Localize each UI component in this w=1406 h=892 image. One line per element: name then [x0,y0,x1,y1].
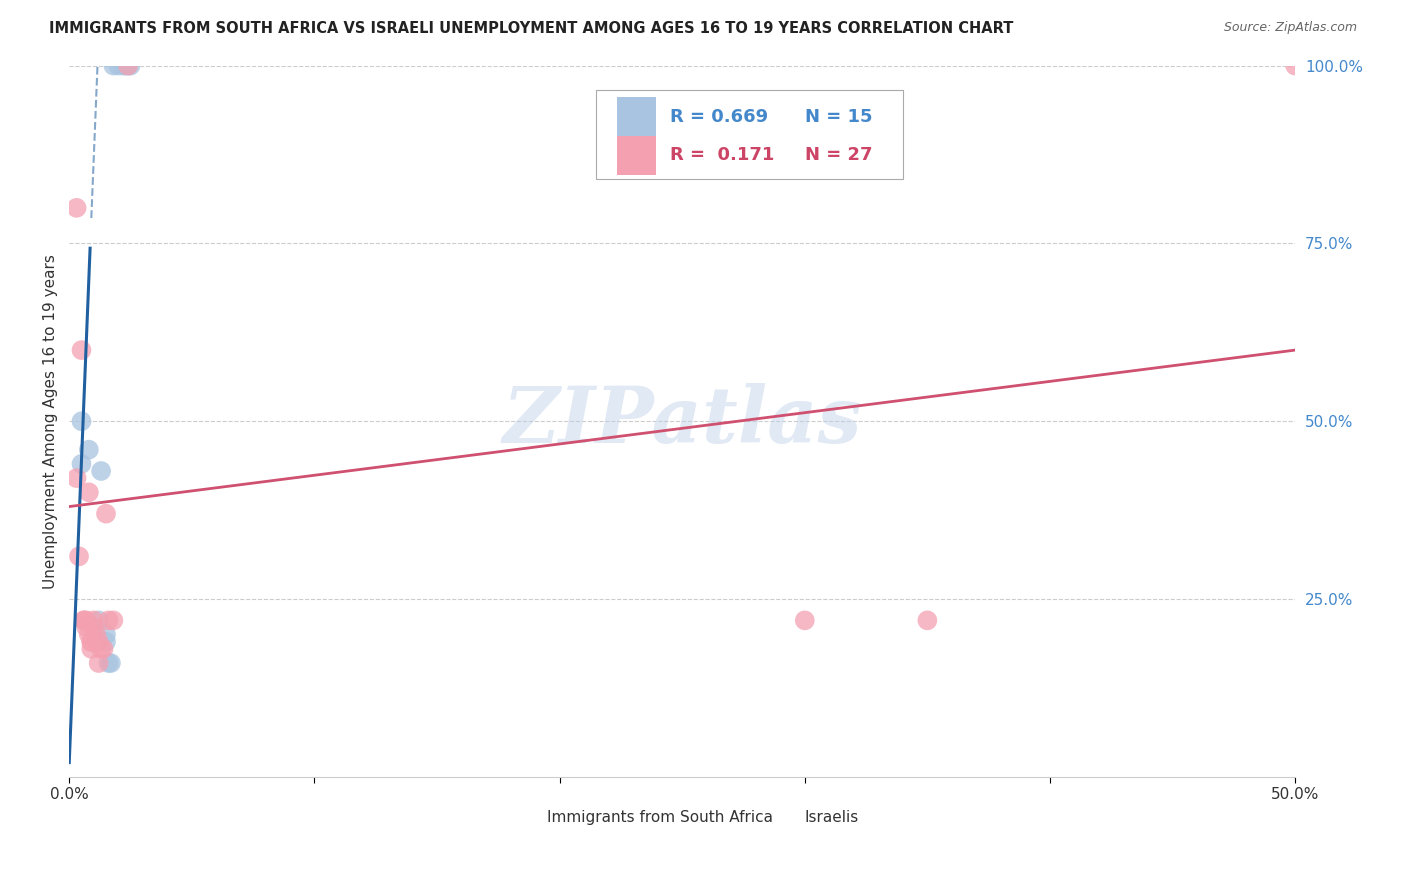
Point [103,59,125,73]
Point [117,59,139,73]
Point [70,414,93,428]
Point [80,634,103,648]
Point [77,442,100,457]
Point [94,507,117,521]
Point [83,620,105,634]
Text: Source: ZipAtlas.com: Source: ZipAtlas.com [1223,21,1357,34]
Bar [617,136,657,175]
Point [120,59,142,73]
Text: ZIPatlas: ZIPatlas [502,383,862,459]
Point [75,620,97,634]
Point [87,613,110,627]
Point [70,457,93,471]
Point [73,613,96,627]
Point [90,641,112,656]
Point [70,343,93,357]
Text: N = 15: N = 15 [804,108,872,126]
Point [90,464,112,478]
Point [94,634,117,648]
Point [1284,59,1306,73]
Text: R =  0.171: R = 0.171 [669,146,775,164]
Text: Israelis: Israelis [804,810,859,825]
Point [73,613,96,627]
Point [65,471,87,485]
Point [103,613,125,627]
Point [917,613,939,627]
Point [97,656,120,670]
Text: IMMIGRANTS FROM SOUTH AFRICA VS ISRAELI UNEMPLOYMENT AMONG AGES 16 TO 19 YEARS C: IMMIGRANTS FROM SOUTH AFRICA VS ISRAELI … [49,21,1014,36]
Text: Immigrants from South Africa: Immigrants from South Africa [547,810,773,825]
Point [80,634,103,648]
Point [75,613,97,627]
Point [87,634,110,648]
FancyBboxPatch shape [596,90,903,179]
Point [94,627,117,641]
Point [793,613,815,627]
Point [100,656,122,670]
Point [83,613,105,627]
Point [107,59,129,73]
Bar [617,97,657,136]
Point [114,59,136,73]
Point [112,59,135,73]
Text: N = 27: N = 27 [804,146,872,164]
Point [80,641,103,656]
Point [67,549,90,564]
Point [97,613,120,627]
Point [65,201,87,215]
Bar [768,806,794,829]
Text: R = 0.669: R = 0.669 [669,108,768,126]
Point [87,656,110,670]
Point [77,485,100,500]
Point [84,627,107,641]
Point [117,59,139,73]
Point [77,627,100,641]
Y-axis label: Unemployment Among Ages 16 to 19 years: Unemployment Among Ages 16 to 19 years [44,254,58,589]
Point [93,641,115,656]
Bar [510,806,537,829]
